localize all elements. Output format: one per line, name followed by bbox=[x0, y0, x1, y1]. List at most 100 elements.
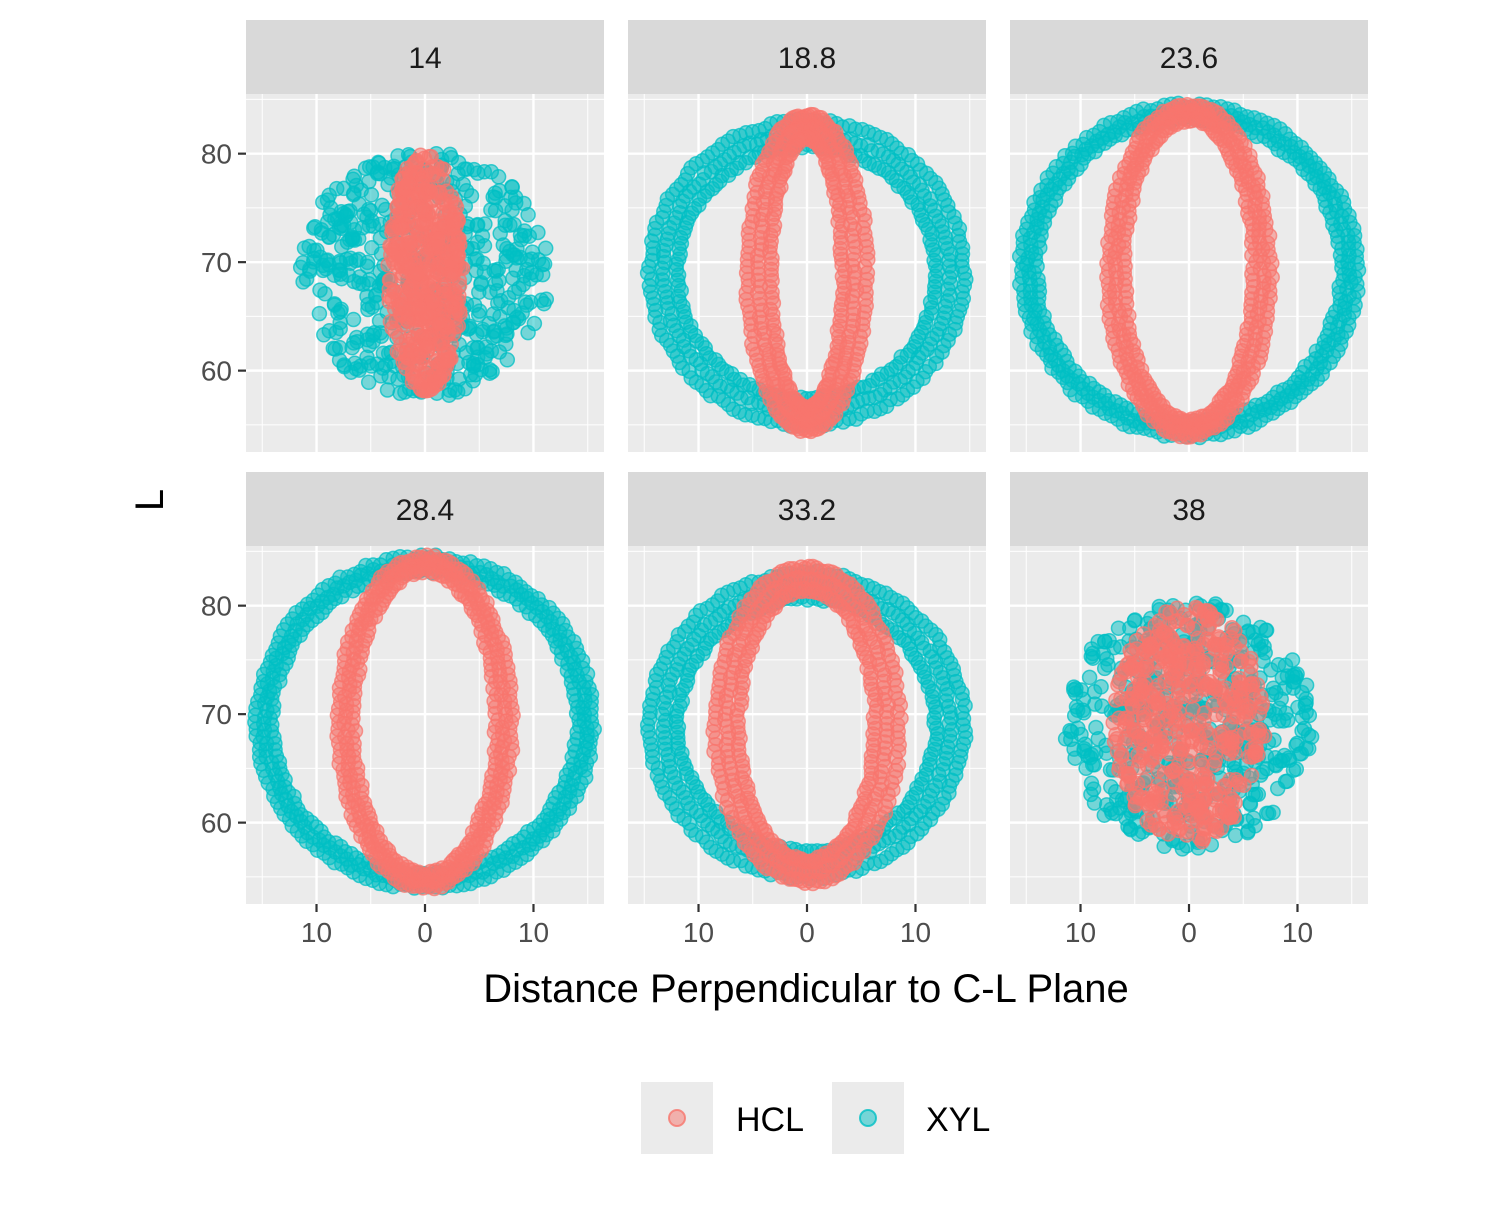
x-tick-label: 0 bbox=[799, 917, 815, 948]
data-point-xyl bbox=[317, 328, 331, 342]
data-point-xyl bbox=[347, 275, 361, 289]
data-point-hcl bbox=[422, 180, 436, 194]
data-point-hcl bbox=[409, 267, 423, 281]
x-tick-label: 10 bbox=[900, 917, 931, 948]
data-point-xyl bbox=[958, 724, 972, 738]
data-point-hcl bbox=[1249, 254, 1263, 268]
data-point-xyl bbox=[333, 305, 347, 319]
data-point-xyl bbox=[312, 307, 326, 321]
data-point-xyl bbox=[489, 276, 503, 290]
data-point-xyl bbox=[515, 306, 529, 320]
data-point-hcl bbox=[425, 382, 439, 396]
data-point-xyl bbox=[472, 285, 486, 299]
data-point-xyl bbox=[347, 313, 361, 327]
facet-strip-label: 23.6 bbox=[1160, 42, 1218, 75]
data-point-xyl bbox=[514, 233, 528, 247]
data-point-xyl bbox=[521, 326, 535, 340]
data-point-xyl bbox=[927, 711, 941, 725]
data-point-xyl bbox=[537, 297, 551, 311]
data-point-xyl bbox=[344, 215, 358, 229]
data-point-xyl bbox=[508, 285, 522, 299]
data-point-xyl bbox=[498, 319, 512, 333]
data-point-hcl bbox=[412, 301, 426, 315]
data-point-xyl bbox=[506, 271, 520, 285]
data-point-xyl bbox=[570, 707, 584, 721]
y-tick-label: 60 bbox=[201, 808, 232, 839]
x-tick-label: 0 bbox=[417, 917, 433, 948]
data-point-xyl bbox=[466, 341, 480, 355]
data-point-hcl bbox=[451, 214, 465, 228]
y-tick-label: 70 bbox=[201, 699, 232, 730]
data-point-xyl bbox=[472, 308, 486, 322]
y-tick-label: 70 bbox=[201, 247, 232, 278]
data-point-xyl bbox=[362, 356, 376, 370]
data-point-xyl bbox=[352, 232, 366, 246]
data-point-xyl bbox=[487, 307, 501, 321]
data-point-hcl bbox=[400, 334, 414, 348]
data-point-xyl bbox=[1335, 255, 1349, 269]
data-point-xyl bbox=[945, 265, 959, 279]
data-point-xyl bbox=[452, 156, 466, 170]
data-point-xyl bbox=[321, 253, 335, 267]
data-point-hcl bbox=[835, 258, 849, 272]
data-point-xyl bbox=[478, 351, 492, 365]
y-tick-label: 80 bbox=[201, 591, 232, 622]
data-point-xyl bbox=[381, 383, 395, 397]
x-tick-label: 10 bbox=[301, 917, 332, 948]
data-point-xyl bbox=[466, 242, 480, 256]
data-point-xyl bbox=[349, 362, 363, 376]
y-tick-label: 60 bbox=[201, 356, 232, 387]
facet-strip-label: 38 bbox=[1172, 494, 1205, 527]
data-point-xyl bbox=[471, 218, 485, 232]
data-point-xyl bbox=[375, 198, 389, 212]
facet-strip-label: 14 bbox=[408, 42, 441, 75]
data-point-hcl bbox=[402, 176, 416, 190]
data-point-hcl bbox=[432, 240, 446, 254]
data-point-hcl bbox=[408, 375, 422, 389]
data-point-xyl bbox=[442, 388, 456, 402]
data-point-xyl bbox=[322, 188, 336, 202]
data-point-hcl bbox=[445, 267, 459, 281]
data-point-xyl bbox=[352, 197, 366, 211]
data-point-hcl bbox=[402, 229, 416, 243]
data-point-xyl bbox=[488, 186, 502, 200]
facet-panel-23-6: 23.6 bbox=[1010, 20, 1368, 452]
data-point-xyl bbox=[361, 327, 375, 341]
data-point-hcl bbox=[425, 295, 439, 309]
data-point-xyl bbox=[318, 287, 332, 301]
data-point-xyl bbox=[521, 253, 535, 267]
data-point-hcl bbox=[451, 293, 465, 307]
data-point-hcl bbox=[424, 167, 438, 181]
data-point-xyl bbox=[458, 382, 472, 396]
data-point-hcl bbox=[395, 251, 409, 265]
data-point-hcl bbox=[488, 707, 502, 721]
facet-strip-label: 18.8 bbox=[778, 42, 836, 75]
data-point-xyl bbox=[364, 188, 378, 202]
data-point-hcl bbox=[438, 348, 452, 362]
data-point-hcl bbox=[384, 273, 398, 287]
data-point-xyl bbox=[492, 170, 506, 184]
data-point-hcl bbox=[388, 325, 402, 339]
data-point-hcl bbox=[860, 273, 874, 287]
data-point-xyl bbox=[359, 161, 373, 175]
facet-panel-18-8: 18.8 bbox=[628, 20, 986, 452]
data-point-xyl bbox=[308, 220, 322, 234]
y-tick-label: 80 bbox=[201, 139, 232, 170]
data-point-xyl bbox=[333, 267, 347, 281]
data-point-hcl bbox=[866, 710, 880, 724]
data-point-xyl bbox=[307, 244, 321, 258]
data-point-xyl bbox=[477, 265, 491, 279]
data-point-xyl bbox=[382, 370, 396, 384]
data-point-xyl bbox=[362, 375, 376, 389]
data-point-hcl bbox=[437, 368, 451, 382]
x-tick-label: 10 bbox=[518, 917, 549, 948]
data-point-xyl bbox=[485, 365, 499, 379]
data-point-hcl bbox=[419, 339, 433, 353]
data-point-hcl bbox=[395, 298, 409, 312]
data-point-xyl bbox=[333, 341, 347, 355]
data-point-hcl bbox=[410, 358, 424, 372]
x-tick-label: 10 bbox=[683, 917, 714, 948]
